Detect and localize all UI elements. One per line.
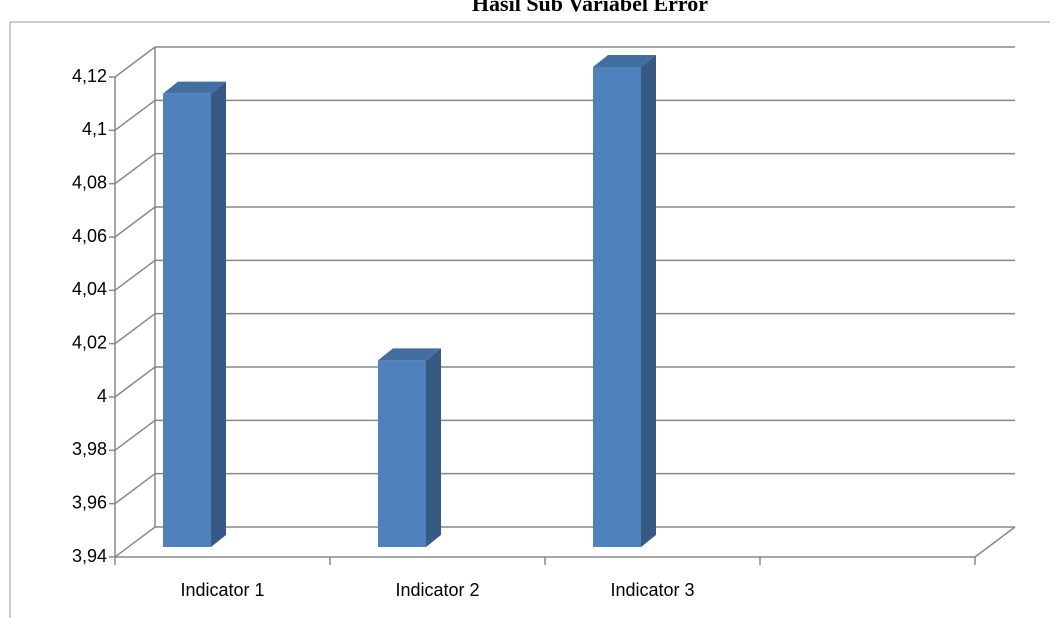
grid-line-side xyxy=(114,206,156,238)
floor-right xyxy=(974,526,1016,558)
bar-top xyxy=(163,81,226,94)
y-tick-label: 4 xyxy=(97,386,107,406)
bar-side xyxy=(426,348,441,547)
grid-line-side xyxy=(114,99,156,131)
y-tick-label: 4,12 xyxy=(72,66,107,86)
grid-line-side xyxy=(114,473,156,505)
y-tick-label: 3,94 xyxy=(72,546,107,566)
grid-line-side xyxy=(114,313,156,345)
bar-top xyxy=(593,55,656,67)
y-tick-label: 4,08 xyxy=(72,172,107,192)
x-tick-label: Indicator 2 xyxy=(395,580,479,600)
bar-top xyxy=(378,348,441,361)
bar xyxy=(163,93,211,548)
grid-line-side xyxy=(114,366,156,398)
y-tick-label: 3,96 xyxy=(72,492,107,512)
grid-line-side xyxy=(114,526,156,558)
bar xyxy=(378,360,426,547)
y-tick-label: 4,02 xyxy=(72,332,107,352)
grid-line-side xyxy=(114,46,156,78)
grid-line-side xyxy=(114,259,156,291)
bar-side xyxy=(211,81,226,548)
bar xyxy=(593,67,641,547)
y-tick-label: 4,04 xyxy=(72,279,107,299)
x-tick-label: Indicator 1 xyxy=(180,580,264,600)
bar-side xyxy=(641,55,656,547)
chart-title: Hasil Sub Variabel Error xyxy=(472,0,708,16)
x-tick-label: Indicator 3 xyxy=(610,580,694,600)
grid-line-side xyxy=(114,419,156,451)
y-tick-label: 3,98 xyxy=(72,439,107,459)
y-tick-label: 4,1 xyxy=(82,119,107,139)
y-tick-label: 4,06 xyxy=(72,226,107,246)
grid-line-side xyxy=(114,153,156,185)
